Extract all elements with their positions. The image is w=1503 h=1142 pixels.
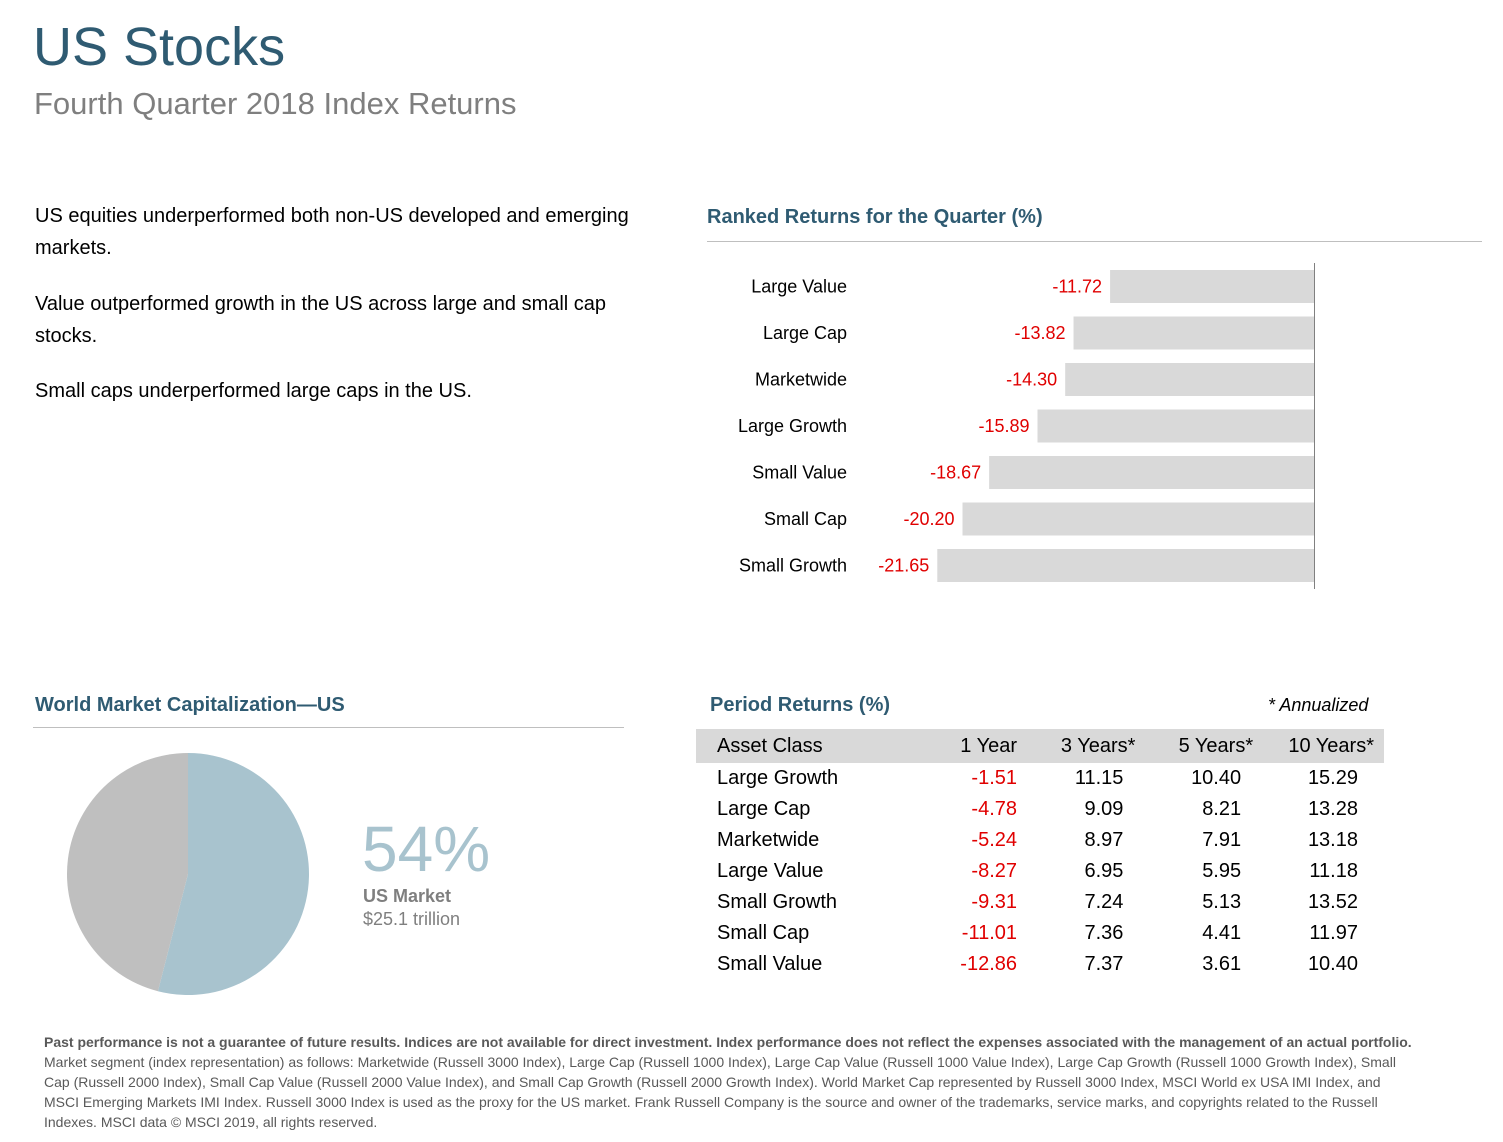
- bar-value-label: -18.67: [930, 463, 981, 483]
- bar-category-label: Large Value: [751, 277, 847, 297]
- table-row: Large Value -8.27 6.95 5.95 11.18: [696, 856, 1384, 887]
- bar-large-growth: [1037, 409, 1314, 443]
- table-row: Large Growth -1.51 11.15 10.40 15.29: [696, 763, 1384, 794]
- column-header: 1 Year: [904, 729, 1018, 763]
- bar-large-cap: [1073, 316, 1314, 350]
- column-header: Asset Class: [696, 729, 905, 763]
- pie-slice-us-market: [157, 753, 310, 995]
- return-cell: 7.36: [1084, 922, 1124, 944]
- us-market-label: US Market: [363, 886, 452, 906]
- table-header-row: Asset Class 1 Year 3 Years* 5 Years* 10 Year…: [696, 729, 1384, 763]
- page-title: US Stocks: [33, 17, 286, 77]
- return-cell: 11.15: [1074, 767, 1124, 789]
- return-cell: 8.21: [1202, 798, 1242, 820]
- table-row: Small Growth -9.31 7.24 5.13 13.52: [696, 887, 1384, 918]
- bar-value-label: -11.72: [1052, 277, 1102, 297]
- bar-category-label: Large Cap: [763, 323, 847, 343]
- return-cell: -5.24: [971, 829, 1018, 851]
- bar-small-value: [989, 456, 1314, 489]
- return-cell: 4.41: [1202, 922, 1242, 944]
- ranked-returns-chart: -11.72 Large Value -13.82 Large Cap -14.30 Ma…: [738, 263, 1315, 589]
- return-cell: 9.09: [1084, 798, 1124, 820]
- pie-slice-rest-of-world: [67, 753, 188, 992]
- return-cell: 5.95: [1202, 860, 1242, 882]
- asset-class-cell: Marketwide: [717, 829, 820, 851]
- period-returns-heading: Period Returns (%): [710, 694, 891, 716]
- bar-value-label: -15.89: [978, 416, 1029, 436]
- bar-category-label: Large Growth: [738, 416, 847, 436]
- annualized-note: * Annualized: [1268, 695, 1369, 715]
- ranked-returns-divider: [707, 241, 1482, 242]
- bar-value-label: -13.82: [1014, 323, 1065, 343]
- summary-point-3: Small caps underperformed large caps in …: [35, 380, 472, 402]
- return-cell: 10.40: [1307, 953, 1358, 975]
- bar-category-label: Small Cap: [764, 509, 847, 529]
- table-row: Small Cap -11.01 7.36 4.41 11.97: [696, 918, 1384, 949]
- return-cell: 3.61: [1202, 953, 1242, 975]
- disclaimer-bold: Past performance is not a guarantee of f…: [44, 1034, 1412, 1050]
- asset-class-cell: Small Growth: [717, 891, 838, 913]
- asset-class-cell: Large Growth: [717, 767, 839, 789]
- bar-value-label: -21.65: [878, 556, 929, 576]
- return-cell: -11.01: [961, 922, 1018, 944]
- return-cell: 7.24: [1084, 891, 1124, 913]
- return-cell: 6.95: [1084, 860, 1124, 882]
- return-cell: 7.91: [1202, 829, 1242, 851]
- world-cap-heading: World Market Capitalization—US: [35, 694, 345, 716]
- return-cell: -12.86: [960, 953, 1018, 975]
- summary-point-2: Value outperformed growth in the US acro…: [35, 293, 607, 347]
- bar-marketwide: [1065, 363, 1314, 396]
- bar-category-label: Small Growth: [739, 556, 847, 576]
- ranked-returns-heading: Ranked Returns for the Quarter (%): [707, 206, 1043, 228]
- return-cell: -8.27: [971, 860, 1018, 882]
- column-header: 10 Years*: [1253, 729, 1384, 763]
- return-cell: 15.29: [1307, 767, 1358, 789]
- column-header: 5 Years*: [1135, 729, 1254, 763]
- return-cell: 5.13: [1202, 891, 1242, 913]
- return-cell: 10.40: [1191, 767, 1242, 789]
- bar-value-label: -14.30: [1006, 370, 1057, 390]
- asset-class-cell: Large Cap: [717, 798, 811, 820]
- bar-small-cap: [962, 502, 1314, 536]
- return-cell: -9.31: [971, 891, 1018, 913]
- table-row: Marketwide -5.24 8.97 7.91 13.18: [696, 825, 1384, 856]
- summary-point-1: US equities underperformed both non-US d…: [35, 205, 629, 259]
- us-market-percent: 54%: [362, 813, 491, 885]
- return-cell: -4.78: [971, 798, 1018, 820]
- asset-class-cell: Small Value: [717, 953, 823, 975]
- return-cell: 13.18: [1307, 829, 1358, 851]
- return-cell: 11.97: [1309, 922, 1358, 944]
- us-market-value: $25.1 trillion: [363, 909, 461, 929]
- bar-category-label: Small Value: [752, 463, 847, 483]
- return-cell: -1.51: [971, 767, 1018, 789]
- table-row: Small Value -12.86 7.37 3.61 10.40: [696, 949, 1384, 980]
- page-subtitle: Fourth Quarter 2018 Index Returns: [34, 86, 517, 121]
- return-cell: 13.52: [1307, 891, 1358, 913]
- return-cell: 13.28: [1307, 798, 1358, 820]
- bar-value-label: -20.20: [903, 509, 954, 529]
- world-cap-pie-chart: [67, 753, 310, 995]
- bar-large-value: [1110, 270, 1314, 303]
- column-header: 3 Years*: [1017, 729, 1136, 763]
- period-returns-table: Asset Class 1 Year 3 Years* 5 Years* 10 Year…: [696, 729, 1384, 980]
- return-cell: 8.97: [1084, 829, 1124, 851]
- bar-category-label: Marketwide: [755, 370, 847, 390]
- asset-class-cell: Small Cap: [717, 922, 810, 944]
- table-row: Large Cap -4.78 9.09 8.21 13.28: [696, 794, 1384, 825]
- return-cell: 7.37: [1084, 953, 1124, 975]
- disclaimer-text: Market segment (index representation) as…: [44, 1054, 1396, 1130]
- asset-class-cell: Large Value: [717, 860, 824, 882]
- return-cell: 11.18: [1309, 860, 1358, 882]
- bar-small-growth: [937, 549, 1314, 582]
- disclaimer: Past performance is not a guarantee of f…: [44, 1032, 1414, 1132]
- world-cap-divider: [33, 727, 624, 728]
